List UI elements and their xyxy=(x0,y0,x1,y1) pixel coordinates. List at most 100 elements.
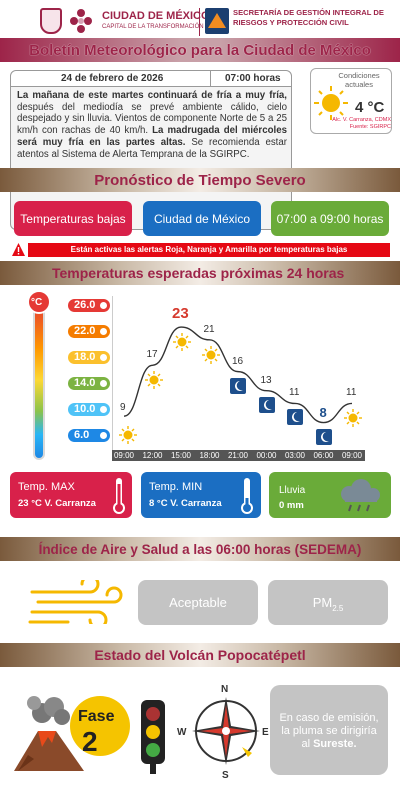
temp-min-label: Temp. MIN xyxy=(149,481,203,493)
secretaria-name: SECRETARÍA DE GESTIÓN INTEGRAL DE RIESGO… xyxy=(233,8,384,27)
phenomenon-button[interactable]: Temperaturas bajas xyxy=(14,201,132,236)
bulletin-date: 24 de febrero de 2026 xyxy=(61,73,164,84)
plume-text: En caso de emisión, la pluma se dirigirí… xyxy=(279,712,379,750)
y-label-26: 26.0 xyxy=(66,297,112,314)
moon-icon xyxy=(230,377,246,399)
bulletin-text-p2: después del mediodía se prevé ambiente c… xyxy=(17,101,287,137)
bulletin-text-p3: La madrugada del miércoles será muy fría… xyxy=(17,125,287,148)
wind-icon xyxy=(28,574,124,630)
data-label: 9 xyxy=(120,402,126,414)
y-label-22: 22.0 xyxy=(66,323,112,340)
temp-min-card: Temp. MIN 8 °C V. Carranza xyxy=(141,472,261,518)
bulletin-text-p4: Se recomienda estar atentos al Sistema d… xyxy=(17,136,287,160)
volcano-icon xyxy=(8,695,88,780)
temp-chart-area xyxy=(112,296,365,452)
x-tick-label: 18:00 xyxy=(199,451,220,460)
temps-title: Temperaturas esperadas próximas 24 horas xyxy=(52,265,345,281)
thermometer-hot-icon xyxy=(112,476,126,521)
temp-max-card: Temp. MAX 23 °C V. Carranza xyxy=(10,472,132,518)
y-label-10: 10.0 xyxy=(66,401,112,418)
x-axis-bar xyxy=(112,450,365,461)
current-temperature: 4 °C xyxy=(355,99,385,116)
bulletin-time: 07:00 horas xyxy=(225,73,281,84)
bulletin-title-bar: Boletín Meteorológico para la Ciudad de … xyxy=(0,38,400,62)
plume-direction-card: En caso de emisión, la pluma se dirigirí… xyxy=(270,685,388,775)
x-tick-label: 09:00 xyxy=(341,451,363,460)
x-tick-label: 00:00 xyxy=(256,451,277,460)
bulletin-text-p1: La mañana de este martes continuará de f… xyxy=(17,90,287,101)
data-label: 23 xyxy=(172,305,189,323)
air-quality-card: Aceptable xyxy=(138,580,258,625)
data-label: 11 xyxy=(289,387,300,399)
temp-max-label: Temp. MAX xyxy=(18,481,75,493)
sun-icon xyxy=(119,426,137,449)
temp-min-value: 8 °C V. Carranza xyxy=(149,498,222,509)
thermometer-cold-icon xyxy=(240,476,254,521)
x-tick-label: 15:00 xyxy=(170,451,192,460)
moon-icon xyxy=(315,428,332,450)
volcano-title: Estado del Volcán Popocatépetl xyxy=(94,647,306,663)
alert-banner: Están activas las alertas Roja, Naranja … xyxy=(28,243,390,257)
rain-cloud-icon xyxy=(335,476,385,519)
moon-icon xyxy=(258,396,275,418)
severe-title: Pronóstico de Tiempo Severo xyxy=(94,171,306,189)
temperature-line xyxy=(123,326,353,424)
thermometer-icon xyxy=(24,288,54,466)
cdmx-title: CIUDAD DE MÉXICO xyxy=(102,10,210,22)
date-bar xyxy=(11,71,291,87)
y-label-18: 18.0 xyxy=(66,349,112,366)
data-label: 17 xyxy=(146,349,158,361)
plume-direction: Sureste. xyxy=(313,738,357,750)
pollutant-card: PM 2.5 xyxy=(268,580,388,625)
data-label: 8 xyxy=(319,404,327,420)
data-label: 21 xyxy=(203,323,215,335)
current-conditions-card: Condiciones actuales 4 °C Alc. V. Carran… xyxy=(310,68,392,134)
pollutant-subscript: 2.5 xyxy=(332,604,344,613)
rain-label: Lluvia xyxy=(279,485,306,496)
x-tick-label: 21:00 xyxy=(227,451,249,460)
compass-north: N xyxy=(221,684,229,695)
cdmx-emblem-icon xyxy=(68,7,94,35)
sun-icon xyxy=(173,333,191,356)
alert-text: Están activas las alertas Roja, Naranja … xyxy=(70,245,348,254)
sun-icon xyxy=(144,371,163,394)
compass-east: E xyxy=(262,727,269,738)
air-title: Índice de Aire y Salud a las 06:00 horas… xyxy=(38,541,362,557)
air-section-header: Índice de Aire y Salud a las 06:00 horas… xyxy=(0,537,400,561)
time-range-button[interactable]: 07:00 a 09:00 horas xyxy=(271,201,389,236)
cdmx-shield-icon xyxy=(40,8,62,34)
civil-protection-icon xyxy=(205,8,229,34)
cdmx-subtitle: CAPITAL DE LA TRANSFORMACIÓN xyxy=(102,24,204,30)
current-source: Fuente: SGIRPC xyxy=(349,124,391,130)
location-button[interactable]: Ciudad de México xyxy=(143,201,261,236)
sun-icon xyxy=(313,85,349,126)
x-tick-label: 06:00 xyxy=(313,451,334,460)
moon-icon xyxy=(287,409,303,430)
y-label-6: 6.0 xyxy=(66,427,112,444)
data-label: 16 xyxy=(232,355,244,367)
compass-icon xyxy=(190,695,262,772)
x-tick-label: 03:00 xyxy=(284,451,306,460)
temps-section-header: Temperaturas esperadas próximas 24 horas xyxy=(0,261,400,285)
sun-icon xyxy=(344,409,362,432)
fase-number: 2 xyxy=(82,726,98,757)
data-label: 13 xyxy=(260,374,272,386)
thermometer-unit: °C xyxy=(31,297,43,308)
compass-west: W xyxy=(177,727,187,738)
pollutant-name: PM xyxy=(312,595,333,610)
y-label-14: 14.0 xyxy=(66,375,112,392)
fase-label: Fase xyxy=(78,708,115,725)
air-quality-value: Aceptable xyxy=(169,595,227,610)
current-conditions-label: Condiciones actuales xyxy=(338,71,380,89)
x-tick-label: 09:00 xyxy=(113,451,135,460)
data-label: 11 xyxy=(346,387,357,399)
compass-south: S xyxy=(222,770,229,781)
severe-section-header: Pronóstico de Tiempo Severo xyxy=(0,168,400,192)
warning-icon xyxy=(12,243,25,261)
current-station: Alc. V. Carranza, CDMX xyxy=(332,117,391,123)
rain-value: 0 mm xyxy=(279,500,304,511)
volcano-section-header: Estado del Volcán Popocatépetl xyxy=(0,643,400,667)
traffic-light-icon xyxy=(138,700,168,779)
bulletin-title: Boletín Meteorológico para la Ciudad de … xyxy=(29,41,371,59)
